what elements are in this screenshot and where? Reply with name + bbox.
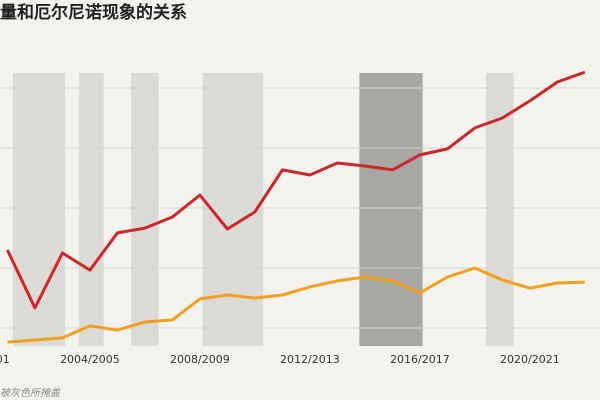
el-nino-band: [12, 73, 66, 346]
x-tick-label: 2000/2001: [0, 353, 10, 366]
line: [7, 266, 585, 344]
x-tick-label: 2020/2021: [500, 353, 560, 366]
el-nino-band: [359, 73, 423, 346]
line: [6, 70, 586, 310]
el-nino-band: [131, 73, 159, 346]
note: 被灰色所掩盖: [0, 387, 61, 399]
el-nino-band: [78, 73, 104, 346]
x-tick-label: 2012/2013: [280, 353, 340, 366]
x-tick-label: 2016/2017: [390, 353, 450, 366]
x-tick-label: 2004/2005: [60, 353, 120, 366]
chart-title: 量和厄尔尼诺现象的关系: [0, 2, 187, 23]
x-tick-label: 2008/2009: [170, 353, 230, 366]
